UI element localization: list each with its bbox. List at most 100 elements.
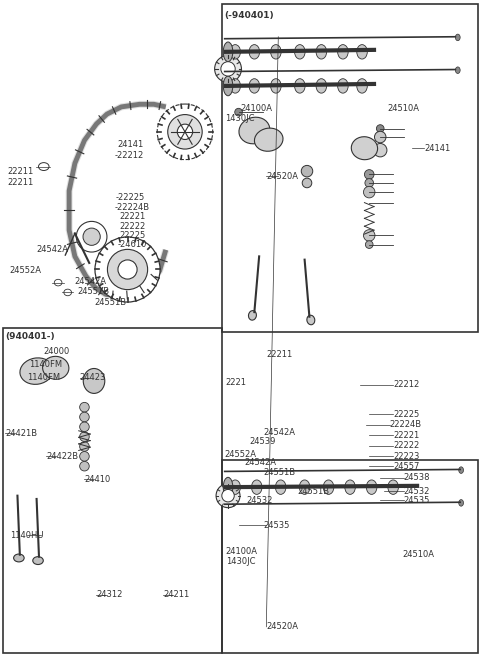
Ellipse shape: [337, 79, 348, 93]
Text: 24542A: 24542A: [75, 277, 107, 286]
Ellipse shape: [388, 480, 398, 494]
Circle shape: [222, 489, 234, 502]
Text: 24557: 24557: [393, 462, 420, 470]
Circle shape: [364, 170, 374, 179]
Ellipse shape: [223, 478, 233, 497]
Circle shape: [76, 221, 107, 252]
Text: 1430JC: 1430JC: [225, 114, 254, 124]
Ellipse shape: [230, 480, 240, 494]
Ellipse shape: [230, 45, 240, 59]
Text: 24552A: 24552A: [9, 266, 41, 275]
Text: 24551B: 24551B: [263, 468, 295, 477]
Circle shape: [80, 442, 89, 451]
Ellipse shape: [307, 315, 315, 325]
Text: 22221: 22221: [393, 431, 420, 440]
Text: 24510A: 24510A: [387, 104, 420, 114]
Text: 22221: 22221: [120, 212, 145, 221]
Text: 22211: 22211: [8, 167, 34, 175]
Bar: [222, 4, 478, 332]
Circle shape: [80, 461, 89, 471]
Text: 24538: 24538: [404, 474, 430, 482]
Text: 1140HU: 1140HU: [10, 530, 44, 539]
Text: 24312: 24312: [96, 590, 123, 599]
Circle shape: [354, 141, 363, 151]
Ellipse shape: [83, 369, 105, 394]
Text: 24100A: 24100A: [226, 547, 258, 556]
Text: -22212: -22212: [115, 151, 144, 160]
Circle shape: [376, 125, 384, 132]
Ellipse shape: [316, 79, 326, 93]
Circle shape: [373, 143, 387, 157]
Text: 22212: 22212: [393, 380, 420, 390]
Text: 24535: 24535: [404, 496, 430, 505]
Ellipse shape: [295, 45, 305, 59]
Text: 24552A: 24552A: [225, 450, 257, 459]
Text: 24542A: 24542A: [36, 245, 69, 254]
Circle shape: [215, 55, 241, 82]
Bar: [3, 328, 222, 653]
Circle shape: [216, 484, 240, 508]
Text: -22224B: -22224B: [115, 203, 150, 212]
Circle shape: [95, 237, 160, 302]
Ellipse shape: [323, 480, 334, 494]
Ellipse shape: [351, 137, 378, 160]
Text: -24610: -24610: [118, 240, 147, 249]
Ellipse shape: [456, 67, 460, 74]
Ellipse shape: [366, 480, 377, 494]
Circle shape: [301, 166, 313, 177]
Ellipse shape: [276, 480, 286, 494]
Text: 24551B: 24551B: [77, 287, 109, 296]
Text: 24510A: 24510A: [403, 550, 435, 559]
Text: 1430JC: 1430JC: [226, 557, 255, 566]
Ellipse shape: [64, 289, 72, 296]
Text: 24211: 24211: [163, 590, 190, 599]
Circle shape: [80, 402, 89, 412]
Ellipse shape: [230, 79, 240, 93]
Text: 24421B: 24421B: [5, 429, 37, 438]
Text: 24410: 24410: [84, 475, 111, 484]
Text: (-940401): (-940401): [225, 11, 274, 20]
Circle shape: [221, 62, 235, 76]
Text: 24542A: 24542A: [245, 459, 277, 467]
Ellipse shape: [252, 480, 262, 494]
Text: 24141: 24141: [424, 144, 451, 152]
Circle shape: [118, 260, 137, 279]
Text: 24141: 24141: [117, 141, 143, 149]
Text: 22224B: 22224B: [390, 420, 422, 430]
Circle shape: [264, 132, 274, 142]
Ellipse shape: [316, 45, 326, 59]
Circle shape: [157, 104, 213, 160]
Text: 24535: 24535: [263, 521, 289, 530]
Text: 24542A: 24542A: [263, 428, 295, 437]
Text: 22222: 22222: [120, 221, 145, 231]
Ellipse shape: [456, 34, 460, 41]
Text: 22222: 22222: [393, 442, 420, 450]
Ellipse shape: [357, 79, 367, 93]
Circle shape: [40, 362, 52, 374]
Circle shape: [365, 179, 373, 187]
Ellipse shape: [459, 467, 464, 474]
Circle shape: [53, 361, 63, 371]
Circle shape: [168, 114, 202, 149]
Text: 24422B: 24422B: [46, 452, 78, 461]
Text: 24532: 24532: [404, 487, 430, 495]
Circle shape: [108, 250, 148, 290]
Ellipse shape: [249, 45, 260, 59]
Text: 24551B: 24551B: [94, 298, 126, 307]
Text: 22211: 22211: [8, 179, 34, 187]
Ellipse shape: [254, 128, 283, 151]
Text: 24100A: 24100A: [240, 104, 272, 114]
Text: 22211: 22211: [266, 350, 293, 359]
Circle shape: [363, 230, 375, 241]
Ellipse shape: [20, 358, 53, 384]
Ellipse shape: [54, 279, 62, 286]
Ellipse shape: [43, 356, 69, 379]
Text: 22223: 22223: [393, 452, 420, 461]
Text: 24539: 24539: [250, 437, 276, 445]
Text: 2221: 2221: [226, 378, 247, 388]
Text: 1140FM: 1140FM: [27, 373, 60, 382]
Text: 22225: 22225: [120, 231, 145, 240]
Ellipse shape: [271, 79, 281, 93]
Ellipse shape: [249, 311, 256, 320]
Ellipse shape: [239, 117, 270, 144]
